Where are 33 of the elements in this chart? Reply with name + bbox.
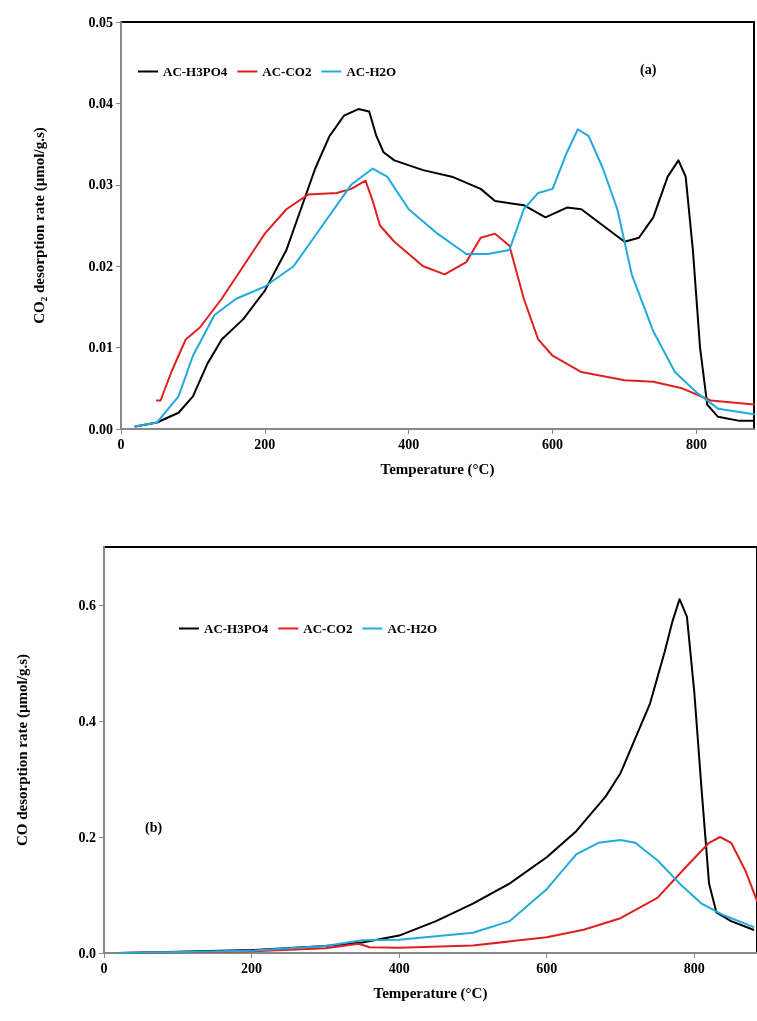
x-axis-title: Temperature (°C) — [373, 984, 488, 1002]
y-tick-label: 0.04 — [88, 95, 113, 111]
x-tick-label: 400 — [398, 436, 420, 452]
y-tick-label: 0.03 — [88, 177, 113, 193]
x-tick-label: 0 — [100, 960, 108, 976]
legend-label: AC-CO2 — [303, 621, 353, 636]
annotation: (a) — [640, 61, 657, 78]
annotation: (b) — [145, 819, 163, 836]
y-tick-label: 0.6 — [78, 597, 96, 613]
x-tick-label: 600 — [536, 960, 558, 976]
y-tick-label: 0.02 — [88, 258, 113, 274]
x-tick-label: 800 — [683, 960, 705, 976]
y-tick-label: 0.00 — [88, 421, 113, 437]
x-tick-label: 200 — [254, 436, 276, 452]
legend-label: AC-CO2 — [262, 64, 312, 79]
x-tick-label: 0 — [117, 436, 125, 452]
x-tick-label: 200 — [241, 960, 263, 976]
y-tick-label: 0.01 — [88, 340, 113, 356]
legend-label: AC-H2O — [346, 64, 397, 79]
y-axis-title: CO₂ desorption rate (µmol/g.s) — [30, 127, 48, 324]
legend-label: AC-H3PO4 — [204, 621, 269, 636]
x-tick-label: 400 — [388, 960, 410, 976]
y-tick-label: 0.0 — [78, 945, 96, 961]
y-axis-title: CO desorption rate (µmol/g.s) — [13, 654, 31, 846]
legend-label: AC-H3PO4 — [163, 64, 228, 79]
x-tick-label: 800 — [685, 436, 707, 452]
y-tick-label: 0.2 — [78, 829, 96, 845]
y-tick-label: 0.05 — [88, 14, 113, 30]
y-tick-label: 0.4 — [78, 713, 96, 729]
line-series — [155, 179, 755, 406]
x-tick-label: 600 — [542, 436, 564, 452]
x-axis-title: Temperature (°C) — [380, 460, 495, 478]
legend-label: AC-H2O — [387, 621, 438, 636]
